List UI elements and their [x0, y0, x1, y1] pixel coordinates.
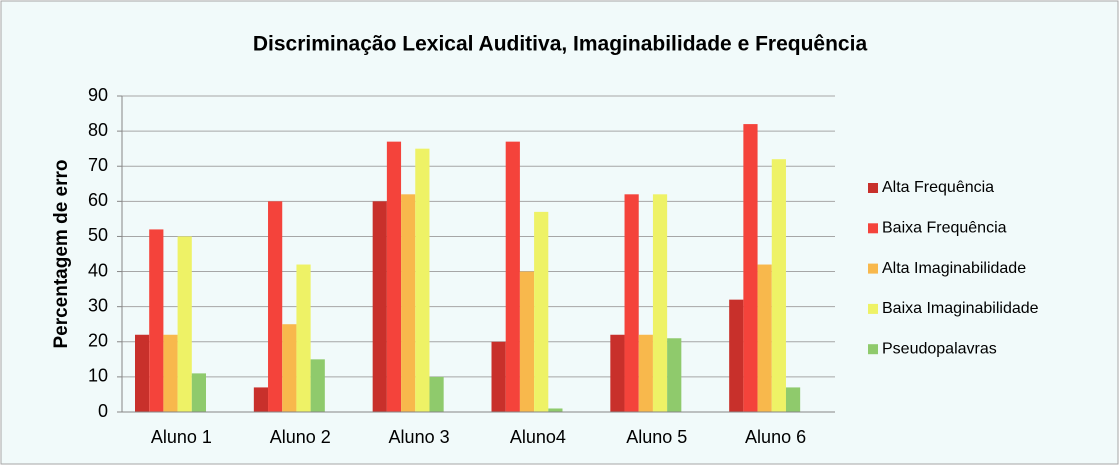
bar — [667, 338, 682, 412]
legend-label: Alta Frequência — [882, 179, 994, 196]
bar — [757, 264, 772, 412]
bar — [519, 271, 535, 412]
legend-swatch — [868, 344, 878, 355]
bar — [429, 376, 444, 412]
bar — [282, 324, 297, 412]
bar — [177, 236, 192, 412]
bar — [771, 159, 786, 412]
y-tick-label: 90 — [88, 85, 108, 105]
bar — [491, 341, 506, 412]
y-tick-label: 30 — [88, 295, 108, 315]
bar — [652, 194, 668, 412]
bar — [638, 334, 653, 412]
bar — [163, 334, 178, 412]
bar — [191, 373, 206, 412]
legend-swatch — [868, 303, 878, 314]
bar — [310, 359, 325, 412]
chart-title: Discriminação Lexical Auditiva, Imaginab… — [253, 33, 868, 56]
x-tick-label: Aluno 2 — [270, 427, 331, 447]
x-tick-label: Aluno 3 — [389, 427, 450, 447]
x-tick-label: Aluno 5 — [626, 427, 687, 447]
bar — [296, 264, 311, 412]
y-tick-label: 60 — [88, 190, 108, 210]
legend-label: Baixa Frequência — [882, 220, 1007, 237]
x-tick-label: Aluno 1 — [151, 427, 212, 447]
bar — [372, 201, 387, 412]
x-tick-label: Aluno4 — [510, 427, 566, 447]
legend-swatch — [868, 223, 878, 234]
bar — [268, 201, 283, 412]
bar — [135, 334, 150, 412]
bar — [548, 408, 563, 412]
y-tick-label: 40 — [88, 260, 108, 280]
y-axis-label: Percentagem de erro — [51, 159, 72, 348]
y-tick-label: 50 — [88, 225, 108, 245]
bar — [386, 141, 402, 412]
x-tick-label: Aluno 6 — [745, 427, 806, 447]
bar — [505, 141, 520, 412]
y-tick-label: 10 — [88, 366, 108, 386]
bar — [534, 211, 549, 412]
legend-label: Alta Imaginabilidade — [882, 260, 1026, 277]
y-tick-label: 0 — [98, 401, 108, 421]
bar — [415, 148, 430, 412]
y-tick-label: 20 — [88, 331, 108, 351]
legend-swatch — [868, 183, 878, 193]
bar — [785, 387, 801, 412]
bar — [253, 387, 269, 412]
y-tick-label: 70 — [88, 155, 108, 175]
legend-label: Baixa Imaginabilidade — [882, 300, 1039, 317]
bar — [624, 194, 639, 412]
legend-label: Pseudopalavras — [882, 340, 997, 357]
y-tick-label: 80 — [88, 120, 108, 140]
bar — [149, 229, 164, 412]
bar — [401, 194, 416, 412]
bar — [743, 124, 758, 412]
bar — [610, 334, 625, 412]
bar — [729, 299, 744, 412]
legend-swatch — [868, 263, 878, 274]
